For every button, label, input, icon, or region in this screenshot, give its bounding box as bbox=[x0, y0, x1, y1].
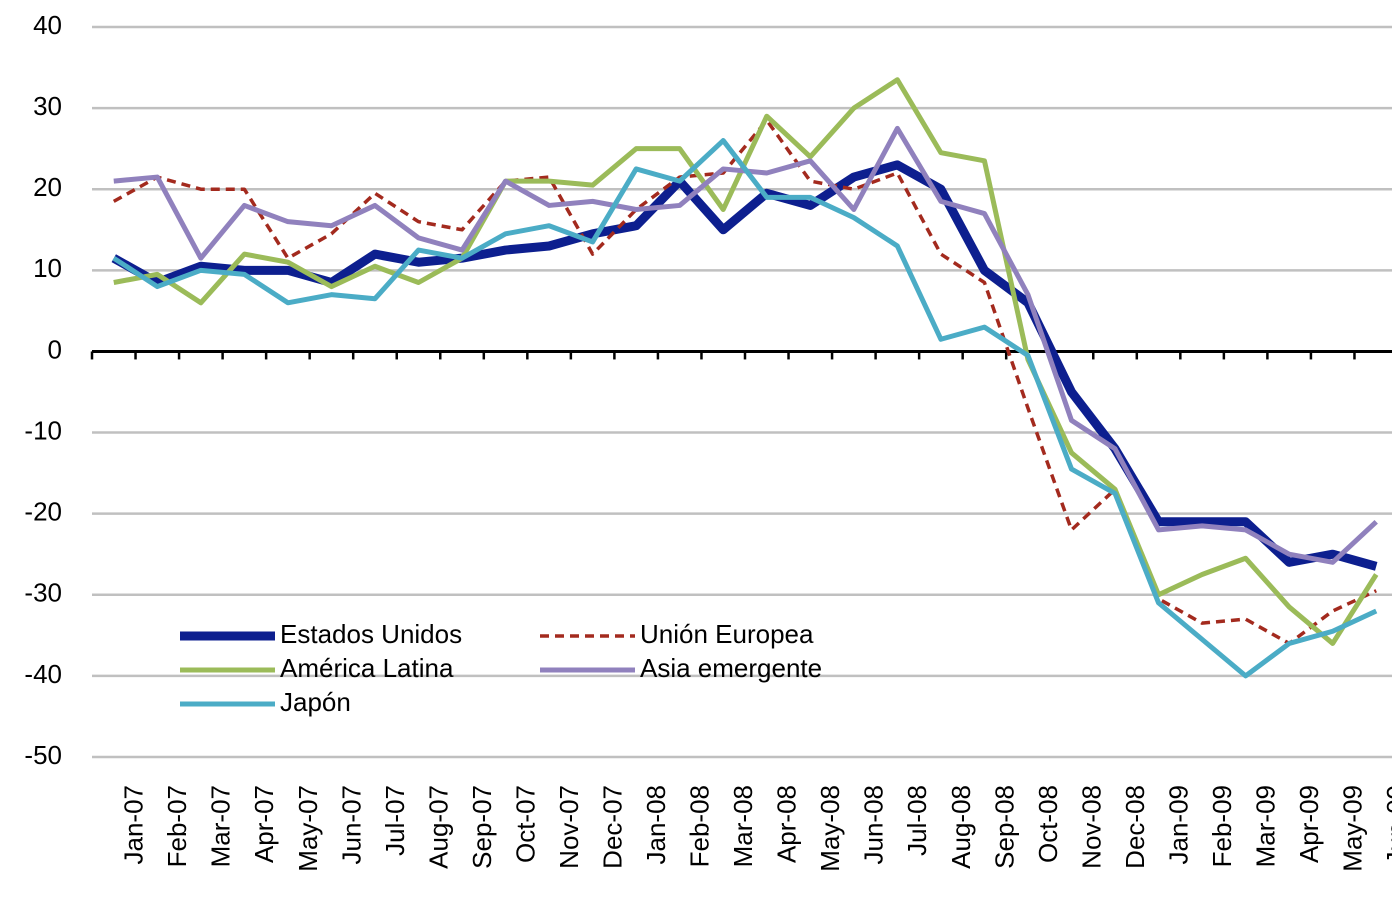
x-tick-label: Sep-08 bbox=[989, 785, 1019, 869]
x-tick-label: Apr-07 bbox=[249, 785, 279, 863]
x-tick-label: Jan-08 bbox=[641, 785, 671, 865]
legend-label: América Latina bbox=[280, 653, 454, 683]
x-tick-label: Aug-08 bbox=[946, 785, 976, 869]
series-line bbox=[112, 138, 1378, 679]
x-tick-label: Jan-07 bbox=[119, 785, 149, 865]
series-line bbox=[113, 77, 1379, 646]
series-line bbox=[112, 118, 1377, 646]
x-tick-label: Aug-07 bbox=[423, 785, 453, 869]
x-tick-label: Feb-07 bbox=[162, 785, 192, 867]
x-tick-label: May-08 bbox=[815, 785, 845, 872]
x-tick-label: Dec-07 bbox=[598, 785, 628, 869]
x-tick-label: Jul-08 bbox=[902, 785, 932, 856]
x-tick-label: Jun-07 bbox=[336, 785, 366, 865]
legend-label: Asia emergente bbox=[640, 653, 822, 683]
y-tick-label: -40 bbox=[24, 659, 62, 689]
y-tick-label: 20 bbox=[33, 172, 62, 202]
x-tick-label: Nov-07 bbox=[554, 785, 584, 869]
x-tick-label: Jun-09 bbox=[1381, 785, 1392, 865]
x-tick-label: Sep-07 bbox=[467, 785, 497, 869]
x-tick-label: Jan-09 bbox=[1163, 785, 1193, 865]
x-tick-label: Oct-07 bbox=[510, 785, 540, 863]
y-tick-label: 30 bbox=[33, 91, 62, 121]
y-tick-label: 10 bbox=[33, 253, 62, 283]
y-tick-label: -10 bbox=[24, 415, 62, 445]
x-tick-label: Nov-08 bbox=[1076, 785, 1106, 869]
x-tick-label: Feb-08 bbox=[685, 785, 715, 867]
x-tick-label: Oct-08 bbox=[1033, 785, 1063, 863]
x-tick-label: Jun-08 bbox=[859, 785, 889, 865]
x-tick-label: Mar-09 bbox=[1251, 785, 1281, 867]
y-tick-label: -30 bbox=[24, 578, 62, 608]
x-tick-label: Mar-08 bbox=[728, 785, 758, 867]
x-tick-label: Jul-07 bbox=[380, 785, 410, 856]
legend-label: Unión Europea bbox=[640, 619, 814, 649]
legend-label: Japón bbox=[280, 687, 351, 717]
x-tick-label: Apr-08 bbox=[772, 785, 802, 863]
x-tick-label: Dec-08 bbox=[1120, 785, 1150, 869]
x-tick-label: Feb-09 bbox=[1207, 785, 1237, 867]
x-tick-label: May-09 bbox=[1338, 785, 1368, 872]
x-tick-label: Apr-09 bbox=[1294, 785, 1324, 863]
legend-label: Estados Unidos bbox=[280, 619, 462, 649]
y-tick-label: 40 bbox=[33, 10, 62, 40]
y-tick-label: -50 bbox=[24, 740, 62, 770]
y-tick-label: 0 bbox=[48, 334, 62, 364]
y-tick-label: -20 bbox=[24, 497, 62, 527]
series-line bbox=[113, 125, 1378, 565]
x-tick-label: May-07 bbox=[293, 785, 323, 872]
x-tick-label: Mar-07 bbox=[206, 785, 236, 867]
